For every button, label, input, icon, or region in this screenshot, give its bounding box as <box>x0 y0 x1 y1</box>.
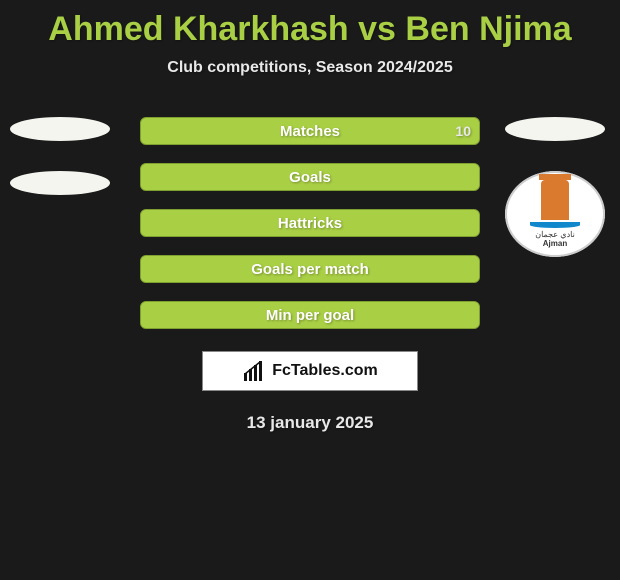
branding-text: FcTables.com <box>272 362 378 380</box>
stat-bar: Min per goal <box>140 301 480 329</box>
stat-bar: Hattricks <box>140 209 480 237</box>
stat-bar: Goals <box>140 163 480 191</box>
stats-content: Matches 10 Goals Hattricks Goals per match Mi… <box>0 117 620 329</box>
stat-label: Goals <box>289 169 331 186</box>
stat-label: Min per goal <box>266 307 354 324</box>
stat-label: Matches <box>280 123 340 140</box>
stat-label: Hattricks <box>278 215 342 232</box>
stat-bar: Matches 10 <box>140 117 480 145</box>
comparison-card: Ahmed Kharkhash vs Ben Njima Club compet… <box>0 0 620 580</box>
club-arabic-label: نادي عجمان <box>535 230 575 239</box>
player-left-club-placeholder <box>10 171 110 195</box>
page-subtitle: Club competitions, Season 2024/2025 <box>0 59 620 77</box>
stat-value-right: 10 <box>455 123 471 139</box>
player-left-photo-placeholder <box>10 117 110 141</box>
stat-bar: Goals per match <box>140 255 480 283</box>
player-right-club-badge: نادي عجمان Ajman <box>505 171 605 257</box>
branding-box: FcTables.com <box>202 351 418 391</box>
tower-icon <box>541 180 569 220</box>
brand-chart-icon <box>242 361 266 381</box>
date-label: 13 january 2025 <box>0 413 620 433</box>
player-right-photo-placeholder <box>505 117 605 141</box>
player-right-column: نادي عجمان Ajman <box>500 117 610 257</box>
page-title: Ahmed Kharkhash vs Ben Njima <box>0 0 620 49</box>
stat-bars: Matches 10 Goals Hattricks Goals per match Mi… <box>140 117 480 329</box>
club-latin-label: Ajman <box>543 239 567 248</box>
club-badge-inner: نادي عجمان Ajman <box>530 180 580 248</box>
player-left-column <box>10 117 110 225</box>
stat-label: Goals per match <box>251 261 369 278</box>
wave-icon <box>530 222 580 228</box>
